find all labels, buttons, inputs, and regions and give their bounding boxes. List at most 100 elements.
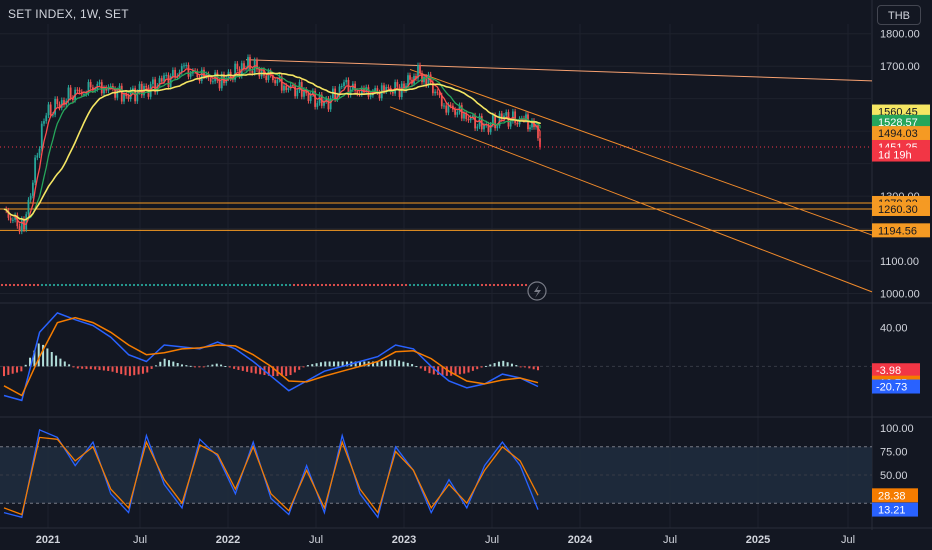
candle-body: [385, 87, 388, 92]
macd-badge-label: -20.73: [876, 382, 907, 394]
signal-dot: [288, 283, 292, 287]
macd-hist-bar: [345, 361, 348, 367]
candle-body: [363, 88, 365, 93]
signal-dot: [204, 283, 208, 287]
macd-hist-bar: [98, 366, 101, 370]
signal-dot: [148, 283, 152, 287]
candle-body: [456, 111, 459, 115]
price-tick-label: 1700.00: [880, 61, 920, 73]
candle-body: [309, 94, 312, 101]
candle-body: [145, 85, 148, 88]
macd-hist-bar: [202, 366, 205, 368]
signal-dot: [468, 283, 472, 287]
signal-dot: [248, 283, 252, 287]
macd-hist-bar: [224, 366, 227, 368]
macd-hist-bar: [89, 366, 92, 370]
macd-hist-bar: [33, 350, 36, 367]
candle-body: [445, 105, 448, 113]
macd-hist-bar: [237, 366, 240, 370]
signal-dot: [348, 283, 352, 287]
signal-dot: [88, 283, 92, 287]
ma-mid: [3, 66, 541, 221]
candle-body: [296, 90, 299, 97]
macd-hist-bar: [454, 366, 457, 376]
candle-body: [29, 195, 32, 200]
macd-hist-bar: [141, 366, 144, 374]
macd-hist-bar: [415, 366, 418, 368]
stoch-tick-label: 75.00: [880, 447, 908, 459]
price-badge: 1260.30: [872, 201, 930, 216]
signal-dot: [184, 283, 188, 287]
signal-dot: [140, 283, 144, 287]
macd-hist-bar: [272, 366, 275, 377]
macd-hist-bar: [489, 364, 492, 367]
signal-dot: [172, 283, 176, 287]
candle-body: [123, 93, 125, 102]
macd-hist-bar: [445, 366, 448, 376]
macd-tick-label: 40.00: [880, 322, 908, 334]
macd-hist-bar: [189, 365, 192, 367]
signal-dot: [84, 283, 88, 287]
macd-hist-bar: [476, 366, 479, 370]
macd-hist-bar: [319, 362, 322, 367]
signal-dot: [164, 283, 168, 287]
signal-dot: [4, 283, 8, 287]
candle-body: [94, 89, 97, 91]
candle-body: [469, 117, 472, 121]
signal-dot: [388, 283, 392, 287]
macd-hist-bar: [419, 366, 422, 369]
candle-body: [136, 91, 139, 102]
currency-button[interactable]: THB: [877, 5, 921, 25]
signal-dot: [452, 283, 456, 287]
time-tick-label: Jul: [663, 534, 677, 546]
macd-hist-bar: [107, 366, 110, 371]
signal-dot: [232, 283, 236, 287]
candle-body: [289, 85, 292, 89]
candle-body: [421, 73, 423, 83]
signal-dot: [240, 283, 244, 287]
candle-body: [45, 115, 48, 122]
candle-body: [417, 65, 419, 79]
trendline-channel-lower: [389, 106, 873, 293]
macd-hist-bar: [181, 364, 183, 367]
candle-body: [449, 104, 452, 106]
macd-signal-line: [3, 316, 539, 397]
signal-dot: [260, 283, 264, 287]
stoch-badge-bg: [872, 502, 918, 517]
candle-body: [56, 98, 59, 105]
candle-body: [440, 95, 443, 107]
candle-body: [338, 86, 341, 96]
price-badge-bg: [872, 223, 930, 238]
signal-dot: [404, 283, 408, 287]
candle-body: [71, 97, 74, 100]
macd-hist-bar: [81, 366, 84, 369]
macd-hist-bar: [120, 366, 123, 375]
macd-hist-bar: [16, 366, 19, 373]
signal-dot: [272, 283, 276, 287]
candle-body: [125, 93, 128, 97]
candle-body: [171, 69, 174, 76]
signal-dot: [300, 283, 304, 287]
trendline-upper-resistance: [245, 59, 873, 82]
candle-body: [325, 98, 328, 102]
candle-body: [360, 88, 363, 95]
macd-hist-bar: [324, 361, 327, 367]
signal-dot: [476, 283, 480, 287]
signal-dot: [168, 283, 172, 287]
candle-body: [131, 88, 134, 90]
signal-dot: [460, 283, 464, 287]
candle-body: [214, 72, 217, 82]
signal-dot: [256, 283, 260, 287]
signal-dot: [96, 283, 100, 287]
macd-hist-bar: [315, 363, 318, 367]
stoch-band: [0, 446, 872, 504]
signal-dot: [212, 283, 216, 287]
macd-badge-bg: [872, 363, 920, 378]
signal-dot: [500, 283, 504, 287]
macd-hist-bar: [385, 360, 388, 367]
candle-body: [427, 74, 430, 86]
candle-body: [138, 83, 141, 92]
macd-hist-bar: [94, 366, 97, 370]
signal-dot: [396, 283, 400, 287]
